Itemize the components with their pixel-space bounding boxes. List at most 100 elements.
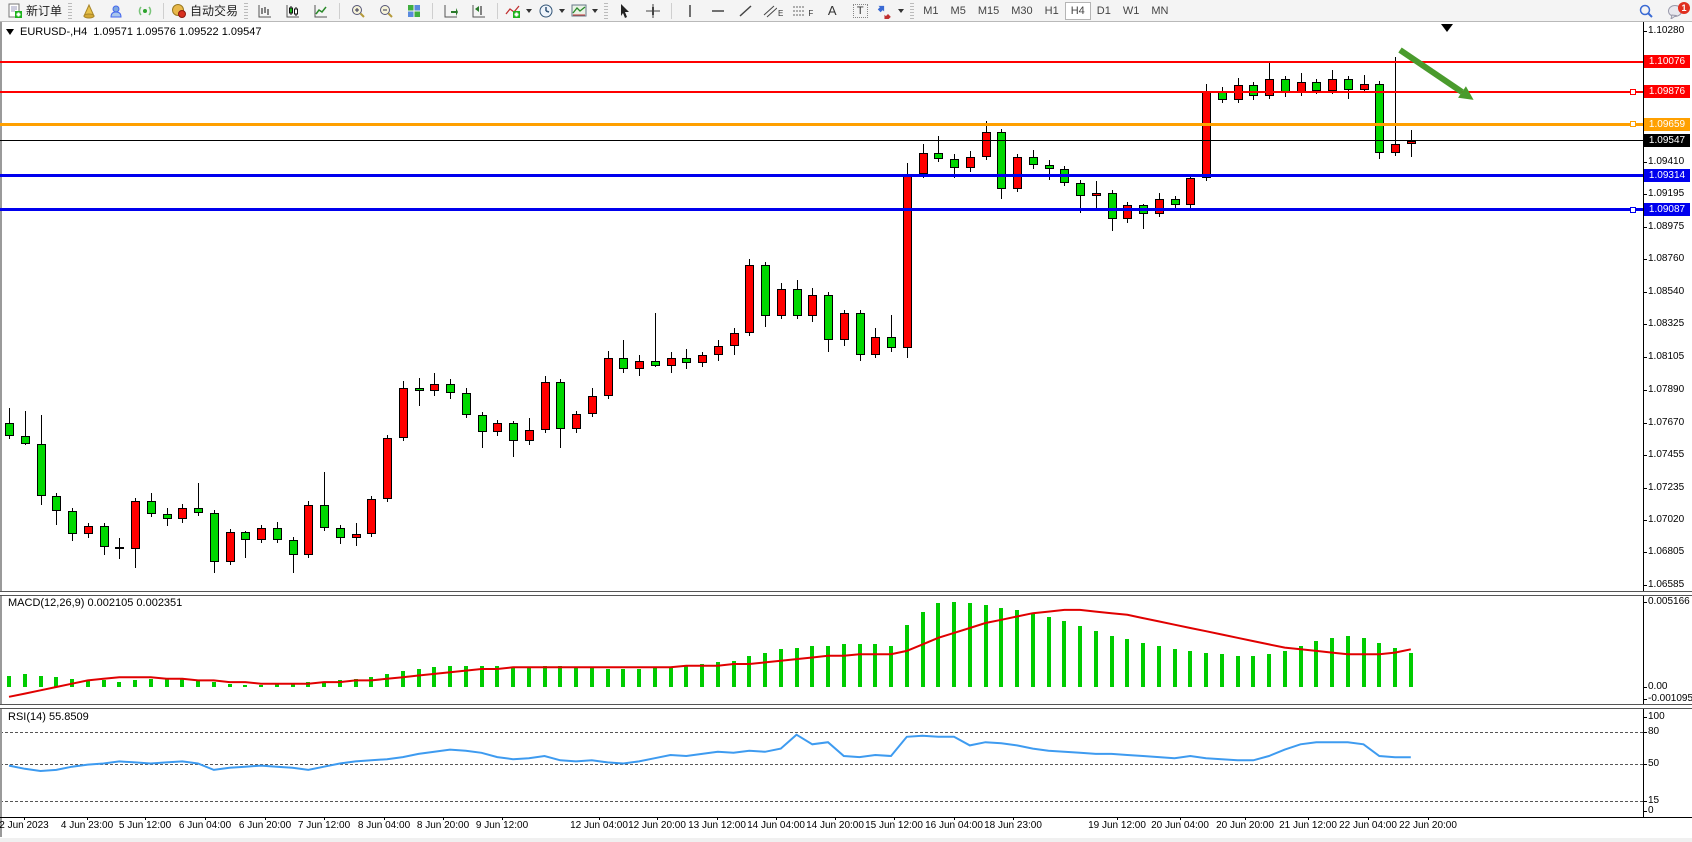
rsi-level-line	[0, 763, 1643, 765]
candle	[572, 413, 581, 429]
timeframe-m5[interactable]: M5	[950, 4, 966, 17]
macd-histogram-bar	[338, 680, 342, 687]
candle	[1391, 143, 1400, 153]
timeframe-m15[interactable]: M15	[977, 4, 1000, 17]
macd-histogram-bar	[1031, 613, 1035, 687]
search-button[interactable]	[1632, 1, 1660, 21]
cursor-icon	[617, 3, 633, 19]
timeframe-h1[interactable]: H1	[1044, 4, 1059, 17]
candle	[1360, 83, 1369, 90]
autoscroll-icon	[443, 3, 459, 19]
crosshair-button[interactable]	[639, 1, 667, 21]
vertical-line-button[interactable]	[676, 1, 704, 21]
horizontal-line-object[interactable]	[0, 60, 1643, 63]
fibonacci-button[interactable]: F	[788, 1, 818, 21]
rsi-tick-label: 0	[1648, 805, 1654, 816]
market-watch-button[interactable]	[75, 1, 103, 21]
rsi-tick-mark	[1643, 717, 1647, 718]
periods-button[interactable]	[535, 1, 568, 21]
candle	[1312, 82, 1321, 91]
line-chart-button[interactable]	[307, 1, 335, 21]
candle	[1029, 157, 1038, 165]
macd-histogram-bar	[1346, 636, 1350, 687]
rsi-line	[8, 733, 1411, 773]
signal-button[interactable]	[131, 1, 159, 21]
toolbar-separator	[339, 2, 341, 19]
time-tick-mark	[954, 817, 955, 820]
zoom-out-button[interactable]	[372, 1, 400, 21]
arrows-icon	[877, 3, 893, 19]
macd-histogram-bar	[795, 647, 799, 687]
macd-tick-mark	[1643, 687, 1647, 688]
bar-chart-button[interactable]	[251, 1, 279, 21]
time-tick-mark	[1428, 817, 1429, 820]
templates-button[interactable]	[568, 1, 601, 21]
price-tick-mark	[1643, 161, 1647, 163]
one-click-trading-arrow[interactable]	[6, 29, 14, 35]
time-tick-label: 7 Jun 12:00	[297, 820, 351, 831]
macd-histogram-bar	[1157, 646, 1161, 687]
timeframe-mn[interactable]: MN	[1151, 4, 1169, 17]
pane-splitter[interactable]	[0, 704, 1692, 709]
symbol-timeframe-label: EURUSD-,H4	[20, 26, 88, 38]
rsi-tick-mark	[1643, 801, 1647, 802]
cursor-button[interactable]	[611, 1, 639, 21]
text-button[interactable]: A	[818, 1, 846, 21]
candle	[194, 508, 203, 513]
time-tick-label: 19 Jun 12:00	[1088, 820, 1146, 831]
horizontal-line-object[interactable]	[0, 122, 1643, 126]
candle-chart-button[interactable]	[279, 1, 307, 21]
horizontal-line-object[interactable]	[0, 208, 1643, 212]
pane-splitter[interactable]	[0, 591, 1692, 596]
new-order-button[interactable]: 新订单	[4, 1, 65, 21]
macd-histogram-bar	[543, 665, 547, 687]
candle	[950, 158, 959, 168]
candle	[887, 337, 896, 348]
autotrading-button[interactable]: 自动交易	[168, 1, 241, 21]
price-tick-label: 1.08975	[1648, 220, 1685, 232]
ohlc-values: 1.09571 1.09576 1.09522 1.09547	[93, 26, 262, 38]
chart-shift-marker[interactable]	[1441, 24, 1453, 32]
candle	[997, 131, 1006, 189]
zoom-in-button[interactable]	[344, 1, 372, 21]
macd-histogram-bar	[369, 677, 373, 687]
horizontal-line-button[interactable]	[704, 1, 732, 21]
horizontal-line-object[interactable]	[0, 140, 1643, 142]
tile-windows-button[interactable]	[400, 1, 428, 21]
horizontal-line-object[interactable]	[0, 90, 1643, 93]
timeframe-w1[interactable]: W1	[1122, 4, 1140, 17]
channel-button[interactable]: E	[760, 1, 788, 21]
time-tick-mark	[776, 817, 777, 820]
arrows-button[interactable]	[874, 1, 907, 21]
trendline-icon	[738, 3, 754, 19]
macd-histogram-bar	[259, 685, 263, 687]
macd-histogram-bar	[1015, 609, 1019, 687]
macd-tick-label: 0.00	[1648, 681, 1668, 692]
timeframe-m30[interactable]: M30	[1011, 4, 1033, 17]
time-tick-label: 15 Jun 12:00	[865, 820, 923, 831]
macd-histogram-bar	[1125, 639, 1129, 687]
candle	[903, 173, 912, 348]
timeframe-h4[interactable]: H4	[1064, 1, 1091, 20]
chart-shift-button[interactable]	[465, 1, 493, 21]
trendline-button[interactable]	[732, 1, 760, 21]
macd-histogram-bar	[102, 680, 106, 687]
time-tick-mark	[717, 817, 718, 820]
horizontal-line-object[interactable]	[0, 174, 1643, 178]
indicators-button[interactable]	[502, 1, 535, 21]
line-drag-handle[interactable]	[1630, 206, 1636, 213]
line-drag-handle[interactable]	[1630, 121, 1636, 128]
line-drag-handle[interactable]	[1630, 88, 1636, 95]
timeframe-d1[interactable]: D1	[1096, 4, 1111, 17]
text-label-button[interactable]: T	[846, 1, 874, 21]
candle	[493, 422, 502, 432]
horizontal-line-icon	[710, 3, 726, 19]
chat-button[interactable]: 1	[1660, 1, 1692, 21]
timeframe-m1[interactable]: M1	[923, 4, 939, 17]
autoscroll-button[interactable]	[437, 1, 465, 21]
macd-histogram-bar	[968, 603, 972, 687]
profile-button[interactable]	[103, 1, 131, 21]
toolbar-separator	[432, 2, 434, 19]
text-icon: A	[827, 3, 837, 18]
